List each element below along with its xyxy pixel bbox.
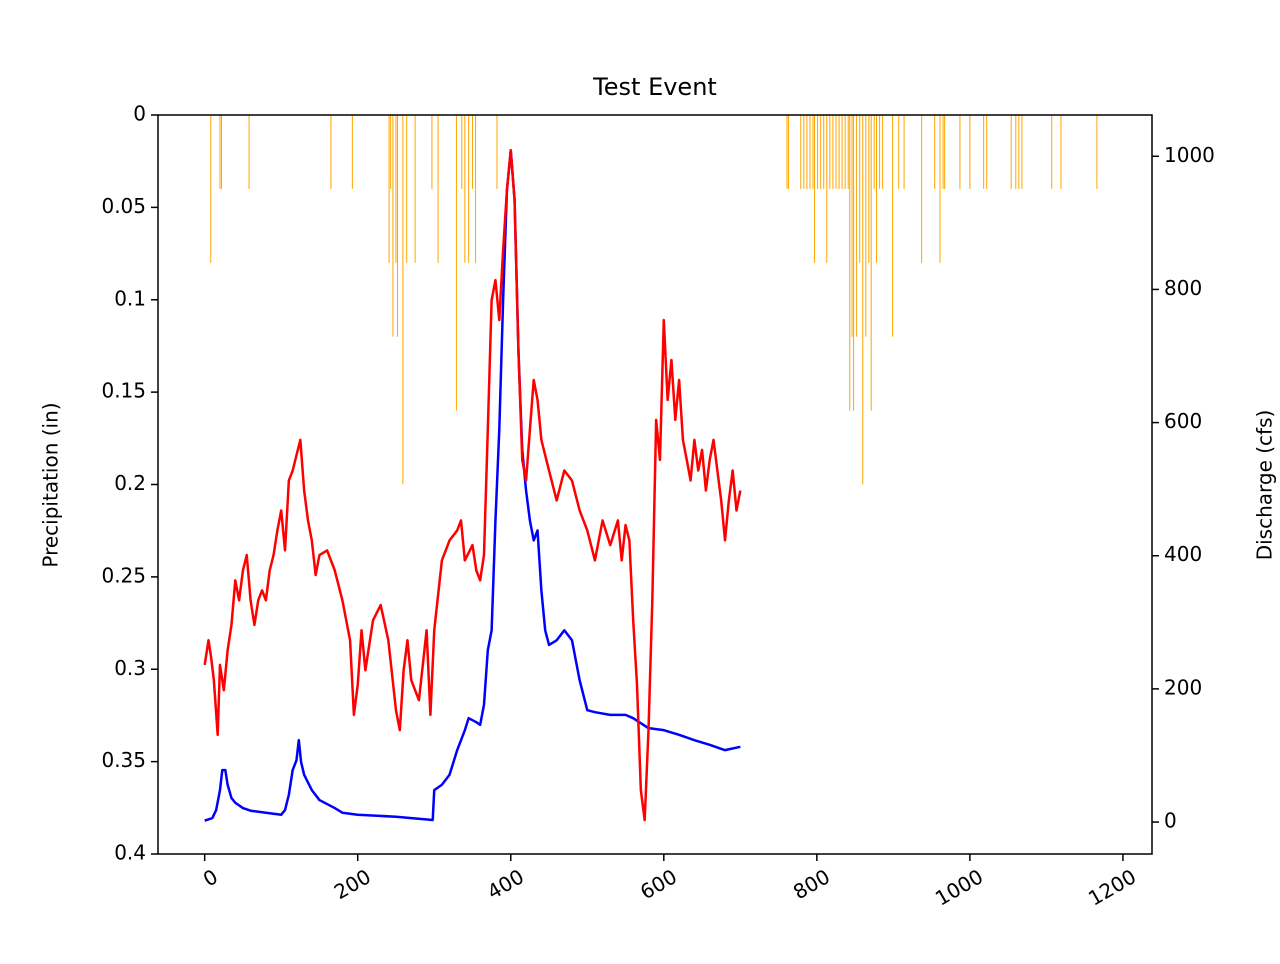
precip-bar (806, 115, 808, 189)
y-tick-label: 0.1 (114, 286, 146, 310)
y2-tick-label: 200 (1164, 675, 1202, 699)
precip-bar (959, 115, 961, 189)
precip-bar (942, 115, 944, 189)
precip-bar (475, 115, 477, 263)
precip-bar (983, 115, 985, 189)
precip-bar (1060, 115, 1062, 189)
y2-tick-label: 1000 (1164, 143, 1215, 167)
y-tick-label: 0.4 (114, 841, 146, 865)
precip-bar (437, 115, 439, 263)
precip-bar (468, 115, 470, 263)
y-tick-label: 0.15 (101, 379, 146, 403)
precip-bar (817, 115, 819, 189)
precip-bar (873, 115, 875, 189)
precip-bar (1015, 115, 1017, 189)
precip-bar (862, 115, 864, 485)
y2-tick-label: 400 (1164, 542, 1202, 566)
precip-bar (865, 115, 867, 337)
precip-bar (823, 115, 825, 189)
precip-bar (859, 115, 861, 263)
precip-bar (1021, 115, 1023, 189)
precip-bar (221, 115, 223, 189)
precip-bar (392, 115, 394, 337)
precip-bar (856, 115, 858, 337)
y-tick-label: 0.05 (101, 194, 146, 218)
chart-title: Test Event (592, 73, 717, 101)
precip-bar (786, 115, 788, 189)
precip-bar (210, 115, 212, 263)
y2-tick-label: 600 (1164, 409, 1202, 433)
precip-bar (939, 115, 941, 263)
precip-bar (849, 115, 851, 411)
y2-axis-label: Discharge (cfs) (1253, 410, 1277, 561)
precip-bar (838, 115, 840, 189)
precip-bar (812, 115, 814, 189)
precip-bar (814, 115, 816, 263)
precip-bar (870, 115, 872, 411)
precip-bar (868, 115, 870, 263)
precip-bar (835, 115, 837, 189)
precip-bar (248, 115, 250, 189)
precip-bar (903, 115, 905, 189)
y-tick-label: 0.35 (101, 748, 146, 772)
precip-bar (829, 115, 831, 189)
precip-bar (455, 115, 457, 411)
precip-bar (803, 115, 805, 189)
precip-bar (847, 115, 849, 189)
precip-bar (414, 115, 416, 263)
precip-bar (892, 115, 894, 337)
precip-bar (402, 115, 404, 485)
precip-bar (876, 115, 878, 263)
y-tick-label: 0.2 (114, 471, 146, 495)
precip-bar (1096, 115, 1098, 189)
precip-bar (431, 115, 433, 189)
precip-bar (921, 115, 923, 263)
precip-bar (330, 115, 332, 189)
precip-bar (395, 115, 397, 263)
precip-bar (351, 115, 353, 189)
precip-bar (898, 115, 900, 189)
y-tick-label: 0 (133, 102, 146, 126)
precip-bar (471, 115, 473, 189)
precip-bar (853, 115, 855, 411)
precip-bar (461, 115, 463, 189)
y2-tick-label: 800 (1164, 276, 1202, 300)
precip-bar (406, 115, 408, 263)
precip-bar (1051, 115, 1053, 189)
precip-bar (496, 115, 498, 189)
y-tick-label: 0.25 (101, 563, 146, 587)
y-axis-label: Precipitation (in) (39, 402, 63, 567)
precip-bar (1018, 115, 1020, 189)
discharge-line (203, 149, 742, 822)
precip-bar (832, 115, 834, 189)
precip-bar (934, 115, 936, 189)
precip-bar (851, 115, 853, 337)
y2-tick-label: 0 (1164, 809, 1177, 833)
precip-bar (1010, 115, 1012, 189)
precip-bar (844, 115, 846, 189)
discharge-line (204, 149, 741, 822)
precip-bar (809, 115, 811, 189)
precip-bar (969, 115, 971, 189)
precip-bar (397, 115, 399, 337)
precip-bar (826, 115, 828, 263)
precip-bar (944, 115, 946, 189)
precip-bar (879, 115, 881, 189)
precip-bar (820, 115, 822, 189)
precip-bar (388, 115, 390, 263)
precip-bar (841, 115, 843, 189)
y-tick-label: 0.3 (114, 656, 146, 680)
precip-bar (390, 115, 392, 189)
precip-bar (464, 115, 466, 263)
precip-bar (219, 115, 221, 189)
precip-bar (882, 115, 884, 189)
precip-bar (986, 115, 988, 189)
precip-bar (800, 115, 802, 189)
precip-bar (788, 115, 790, 189)
